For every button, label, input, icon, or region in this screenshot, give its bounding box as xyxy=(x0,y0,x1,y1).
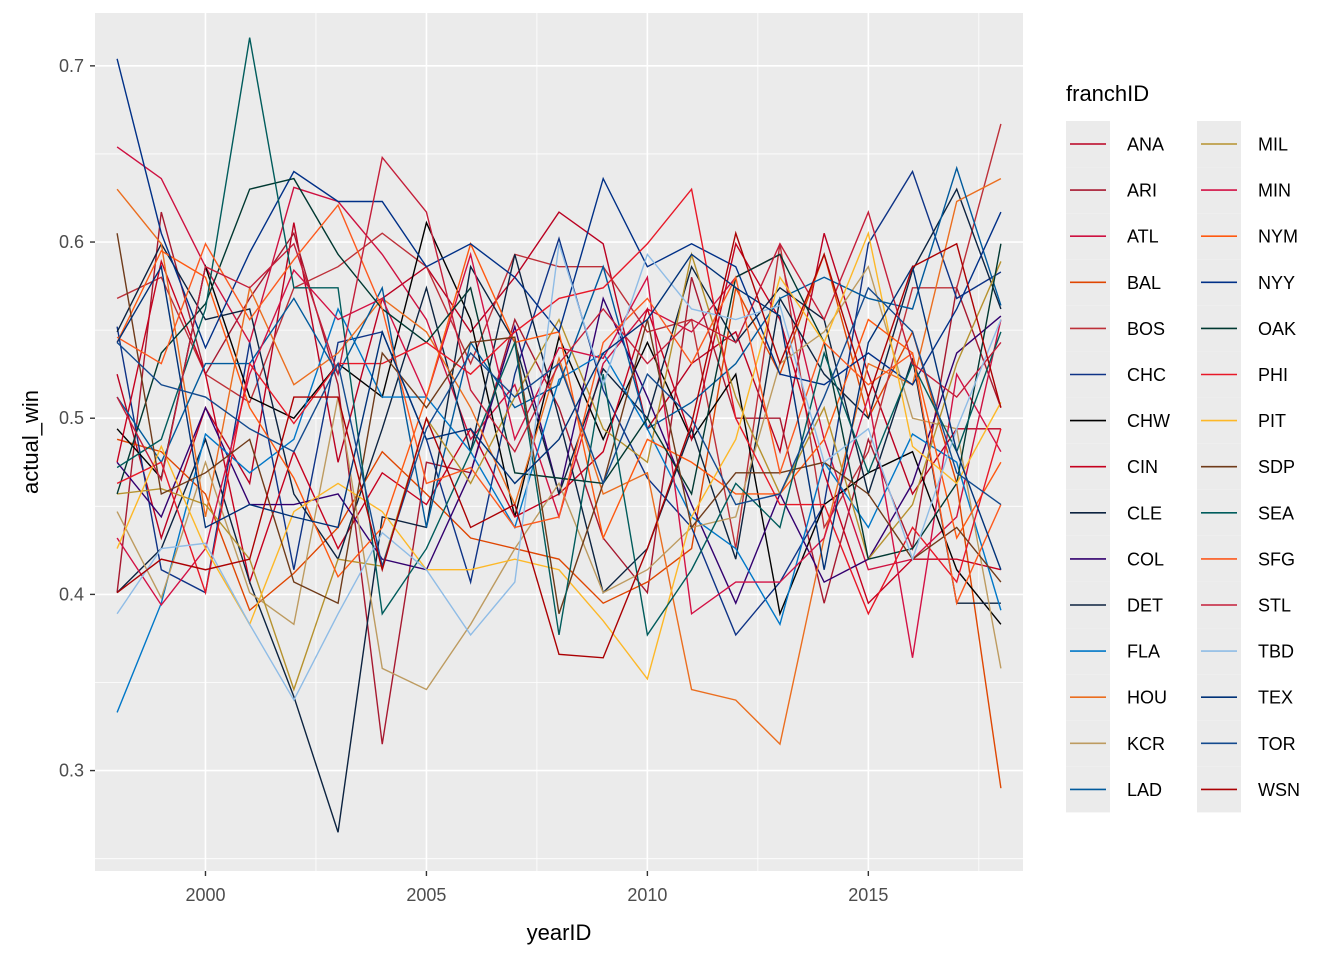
legend-label: PHI xyxy=(1258,365,1288,385)
y-tick-label: 0.5 xyxy=(59,408,84,428)
y-tick-label: 0.4 xyxy=(59,584,84,604)
series-line-lad xyxy=(116,165,1002,528)
series-line-cle xyxy=(116,187,1002,594)
series-line-min xyxy=(116,251,1002,658)
y-tick-label: 0.7 xyxy=(59,56,84,76)
legend-label: LAD xyxy=(1127,780,1162,800)
y-tick-label: 0.3 xyxy=(59,761,84,781)
legend-label: TBD xyxy=(1258,642,1294,662)
legend-label: ATL xyxy=(1127,227,1159,247)
legend-label: DET xyxy=(1127,596,1163,616)
legend-label: SEA xyxy=(1258,503,1294,523)
series-line-tor xyxy=(116,286,1002,569)
series-line-fla xyxy=(116,307,1002,713)
legend-label: FLA xyxy=(1127,642,1160,662)
legend-label: OAK xyxy=(1258,319,1296,339)
series-line-sfg xyxy=(116,203,1002,606)
y-axis-title: actual_win xyxy=(18,390,43,494)
legend-label: CIN xyxy=(1127,457,1158,477)
series-line-ari xyxy=(116,211,1002,745)
legend-label: MIL xyxy=(1258,135,1288,155)
series-line-pit xyxy=(116,230,1002,681)
legend-label: BAL xyxy=(1127,273,1161,293)
series-line-chc xyxy=(116,169,1002,637)
legend-label: KCR xyxy=(1127,734,1165,754)
legend-label: STL xyxy=(1258,596,1291,616)
series-line-wsn xyxy=(116,230,1002,659)
legend-label: CHC xyxy=(1127,365,1166,385)
legend-label: NYY xyxy=(1258,273,1295,293)
legend-label: WSN xyxy=(1258,780,1300,800)
x-axis-title: yearID xyxy=(527,920,592,945)
series-lines xyxy=(116,37,1002,833)
series-line-nyy xyxy=(116,58,1002,386)
axes: 2000 2005 2010 2015 0.3 0.4 0.5 0.6 0.7 xyxy=(59,56,888,905)
grid-lines xyxy=(95,13,1023,871)
series-line-oak xyxy=(116,177,1002,561)
series-line-tbd xyxy=(116,243,1002,702)
legend-label: TOR xyxy=(1258,734,1296,754)
legend-label: NYM xyxy=(1258,227,1298,247)
x-tick-label: 2005 xyxy=(406,885,446,905)
legend-title: franchID xyxy=(1066,81,1149,106)
series-line-tex xyxy=(116,253,1002,570)
series-line-sdp xyxy=(116,233,1002,615)
series-line-sea xyxy=(116,37,1002,637)
legend-label: PIT xyxy=(1258,411,1286,431)
legend: franchID ANA ARI ATL BAL BOS CHC CHW CIN CLE COL D… xyxy=(1066,81,1300,813)
legend-label: ARI xyxy=(1127,181,1157,201)
legend-label: BOS xyxy=(1127,319,1165,339)
series-line-mil xyxy=(117,251,1002,692)
x-tick-label: 2000 xyxy=(185,885,225,905)
y-tick-label: 0.6 xyxy=(59,232,84,252)
x-tick-label: 2010 xyxy=(627,885,667,905)
series-line-bos xyxy=(116,123,1002,549)
legend-label: SDP xyxy=(1258,457,1295,477)
legend-label: CLE xyxy=(1127,503,1162,523)
legend-label: CHW xyxy=(1127,411,1170,431)
x-tick-label: 2015 xyxy=(848,885,888,905)
legend-label: TEX xyxy=(1258,688,1293,708)
legend-label: SFG xyxy=(1258,549,1295,569)
legend-label: ANA xyxy=(1127,135,1164,155)
series-line-phi xyxy=(116,187,1002,616)
legend-label: COL xyxy=(1127,549,1164,569)
legend-label: MIN xyxy=(1258,181,1291,201)
legend-label: HOU xyxy=(1127,688,1167,708)
series-line-det xyxy=(116,264,1001,833)
